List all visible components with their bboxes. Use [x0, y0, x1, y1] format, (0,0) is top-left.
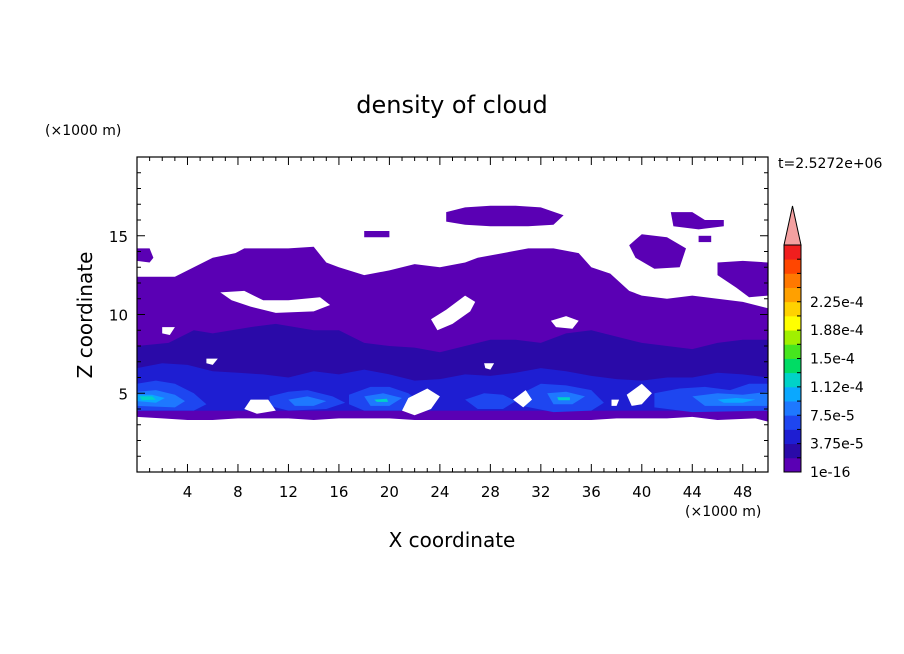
chart-title: density of cloud	[356, 91, 547, 119]
contour-region-17	[288, 396, 327, 406]
contour-region-6	[698, 235, 712, 243]
y-axis-ticks: 5 10 15	[109, 156, 768, 473]
y-axis-label: Z coordinate	[73, 252, 97, 379]
colorbar-band	[784, 443, 801, 459]
x-tick-label: 32	[531, 483, 550, 501]
clear-region-2	[550, 316, 579, 329]
contour-region-3	[629, 234, 686, 269]
clear-region-6	[244, 399, 276, 414]
colorbar-band	[784, 301, 801, 317]
contour-region-2	[446, 205, 564, 227]
colorbar-band	[784, 386, 801, 402]
clear-region-7	[402, 388, 440, 416]
colorbar-band	[784, 415, 801, 430]
colorbar-band	[784, 245, 801, 260]
colorbar-band	[784, 330, 801, 345]
clear-region-9	[626, 383, 652, 406]
colorbar: 1e-16 3.75e-5 7.5e-5 1.12e-4 1.5e-4 1.88e-4 2.…	[783, 205, 864, 481]
x-tick-label: 4	[183, 483, 193, 501]
colorbar-label: 2.25e-4	[810, 295, 864, 311]
colorbar-label: 7.5e-5	[810, 408, 855, 424]
contour-region-7	[717, 260, 768, 298]
x-tick-label: 20	[380, 483, 399, 501]
colorbar-label: 1.88e-4	[810, 323, 864, 339]
colorbar-band	[784, 315, 801, 331]
x-tick-label: 16	[329, 483, 348, 501]
x-tick-label: 24	[430, 483, 449, 501]
y-unit-label: (×1000 m)	[45, 123, 121, 139]
contour-field	[137, 205, 768, 422]
contour-region-13	[465, 393, 516, 409]
x-tick-label: 28	[481, 483, 500, 501]
colorbar-overflow-triangle	[783, 205, 802, 246]
clear-region-5	[484, 363, 495, 370]
y-tick-label: 10	[109, 307, 128, 325]
y-tick-label: 15	[109, 228, 128, 246]
colorbar-band	[784, 401, 801, 416]
colorbar-band	[784, 429, 801, 445]
x-tick-label: 8	[233, 483, 243, 501]
x-tick-label: 40	[632, 483, 651, 501]
x-axis-ticks: 4 8 12 16 20 24 28 32 36 40 44 48	[136, 157, 769, 501]
time-label: t=2.5272e+06	[778, 156, 882, 172]
x-tick-label: 12	[279, 483, 298, 501]
x-tick-label: 44	[683, 483, 702, 501]
x-axis-label: X coordinate	[389, 528, 516, 552]
x-tick-label: 36	[582, 483, 601, 501]
contour-region-4	[670, 212, 724, 230]
colorbar-band	[784, 344, 801, 359]
x-unit-label: (×1000 m)	[685, 504, 761, 520]
colorbar-band	[784, 358, 801, 374]
contour-region-5	[364, 231, 390, 238]
clear-region-1	[431, 295, 476, 331]
colorbar-label: 1e-16	[810, 465, 850, 481]
contour-region-22	[717, 398, 756, 403]
clear-region-3	[162, 327, 175, 335]
colorbar-label: 1.5e-4	[810, 352, 855, 368]
contour-region-1	[137, 248, 154, 263]
x-tick-label: 48	[733, 483, 752, 501]
colorbar-band	[784, 457, 801, 473]
colorbar-label: 3.75e-5	[810, 437, 864, 453]
colorbar-band	[784, 259, 801, 274]
contour-region-25	[557, 397, 570, 401]
contour-region-23	[139, 396, 156, 401]
colorbar-band	[784, 372, 801, 388]
clear-region-8	[513, 390, 532, 408]
colorbar-band	[784, 287, 801, 303]
contour-region-24	[374, 398, 389, 402]
clear-region-0	[220, 290, 331, 313]
y-tick-label: 5	[118, 385, 128, 403]
colorbar-band	[784, 273, 801, 288]
clear-region-4	[206, 358, 218, 365]
colorbar-label: 1.12e-4	[810, 380, 864, 396]
clear-region-10	[611, 399, 620, 406]
